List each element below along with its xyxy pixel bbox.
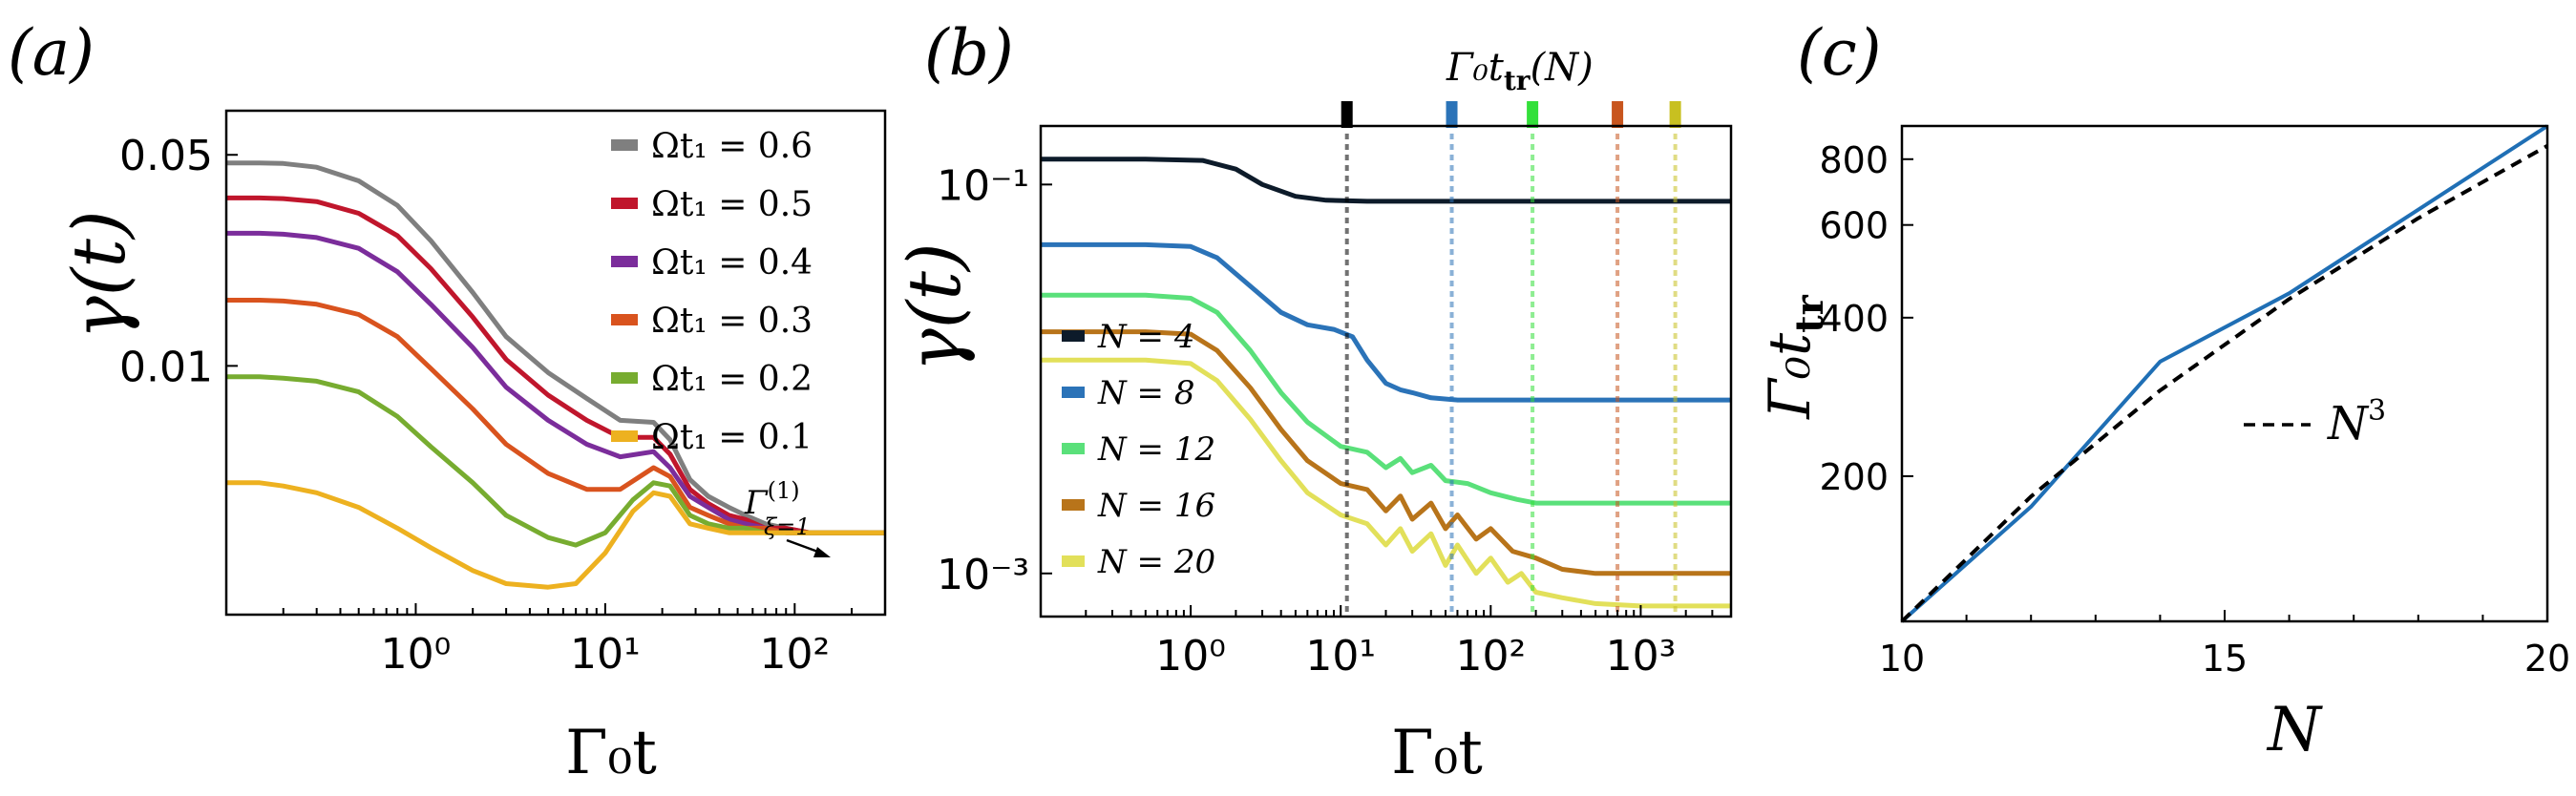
panel-b-label: (b) [924,16,1014,90]
series-line-0 [226,160,885,535]
ylabel-main: Γ₀t [1757,332,1824,420]
series-line-1 [1041,241,1731,403]
legend-entry-4: N = 20 [1097,543,1215,581]
x-tick-label-1: 10¹ [1305,632,1376,681]
x-tick-label-1: 15 [2202,638,2248,680]
legend-n-cubed-sup: 3 [2368,394,2386,428]
panel-a-axes-frame [224,109,887,617]
panel-c-ticks: 10 15 20 200 400 600 800 [1819,139,2570,680]
y-tick-label-0: 0.01 [119,343,213,391]
legend-entry-1: Ωt₁ = 0.5 [651,185,813,224]
series-line-0 [1900,124,2549,623]
x-tick-label-0: 10⁰ [381,630,452,679]
panel-a-legend: Ωt₁ = 0.6 Ωt₁ = 0.5 Ωt₁ = 0.4 Ωt₁ = 0.3 Ωt₁ … [611,127,813,457]
y-tick-label-0: 10⁻¹ [937,161,1029,210]
series-line-5 [226,480,885,590]
panel-b-ylabel: γ(t) [892,242,977,371]
top-label-sub: tr [1504,65,1531,96]
legend-entry-3: N = 16 [1097,487,1215,525]
x-tick-label-0: 10⁰ [1155,632,1226,681]
x-tick-label-0: 10 [1879,638,1925,680]
panel-c-ylabel: Γ₀ttr [1757,294,1832,419]
panel-b-ticks: 10⁰ 10¹ 10² 10³ 10⁻¹ 10⁻³ [937,161,1732,681]
annotation-sup: (1) [768,477,800,504]
marker-tick-N8 [1446,101,1458,128]
panel-a-ticks: 10⁰ 10¹ 10² 0.01 0.05 [119,132,886,679]
panel-c-plot-area [1900,124,2549,623]
svg-text:N3: N3 [2327,394,2386,450]
panel-b: (b) 10⁰ 10¹ 10² 10³ 10⁻¹ 10⁻³ N = 4 N = 8 N = 1… [892,16,1733,788]
svg-text:Γ(1): Γ(1) [744,477,800,522]
panel-a-label: (a) [8,16,95,90]
annotation-main: Γ [744,484,769,522]
legend-entry-4: Ωt₁ = 0.2 [651,360,813,399]
y-tick-label-3: 800 [1819,139,1889,181]
legend-entry-0: N = 4 [1097,318,1195,356]
panel-b-plot-area [1041,157,1731,609]
y-tick-label-1: 0.05 [119,132,213,180]
series-line-3 [1041,329,1731,576]
legend-entry-2: N = 12 [1097,430,1215,469]
legend-entry-2: Ωt₁ = 0.4 [651,243,813,283]
legend-entry-0: Ωt₁ = 0.6 [651,127,813,166]
marker-tick-N20 [1669,101,1681,128]
panel-a-plot-area [226,160,885,590]
panel-a-annotation: Γ(1) ξ=1 [744,477,831,557]
panel-a: (a) 10⁰ 10¹ 10² 0.01 0.05 Ωt₁ = 0.6 Ωt₁ = 0.5… [8,16,887,788]
panel-a-ylabel: γ(t) [56,210,141,339]
panel-c-xlabel: N [2266,695,2323,765]
x-tick-label-3: 10³ [1606,632,1677,681]
series-line-3 [226,298,885,535]
panel-b-top-label: Γ₀ttr(N) [1446,46,1594,96]
panel-b-transition-markers [1341,101,1681,617]
ylabel-sub: tr [1787,294,1832,332]
series-line-2 [1041,292,1731,506]
x-tick-label-1: 10¹ [570,630,641,679]
legend-entry-5: Ωt₁ = 0.1 [651,418,813,457]
y-tick-label-0: 200 [1819,456,1889,498]
series-line-0 [1041,157,1731,204]
annotation-sub: ξ=1 [764,513,811,540]
y-tick-label-1: 400 [1819,298,1889,340]
series-line-4 [1041,357,1731,609]
panel-b-legend: N = 4 N = 8 N = 12 N = 16 N = 20 [1062,318,1215,581]
marker-tick-N4 [1341,101,1353,128]
panel-c-label: (c) [1797,16,1881,90]
series-line-4 [226,374,885,548]
x-tick-label-2: 20 [2524,638,2570,680]
panel-a-xlabel: Γ₀t [565,718,657,788]
x-tick-label-2: 10² [759,630,830,679]
top-label-tail: (N) [1531,46,1594,90]
legend-n-cubed-main: N [2327,397,2370,450]
panel-b-xlabel: Γ₀t [1391,718,1483,788]
legend-entry-1: N = 8 [1097,374,1195,412]
marker-tick-N16 [1612,101,1624,128]
top-label-main: Γ₀t [1446,46,1505,90]
y-tick-label-2: 600 [1819,205,1889,247]
series-line-1 [1900,144,2548,623]
marker-tick-N12 [1527,101,1539,128]
x-tick-label-2: 10² [1455,632,1526,681]
annotation-arrow-head [813,547,831,557]
y-tick-label-1: 10⁻³ [937,551,1029,599]
panel-c-legend: N3 [2244,394,2386,450]
legend-entry-3: Ωt₁ = 0.3 [651,302,813,341]
